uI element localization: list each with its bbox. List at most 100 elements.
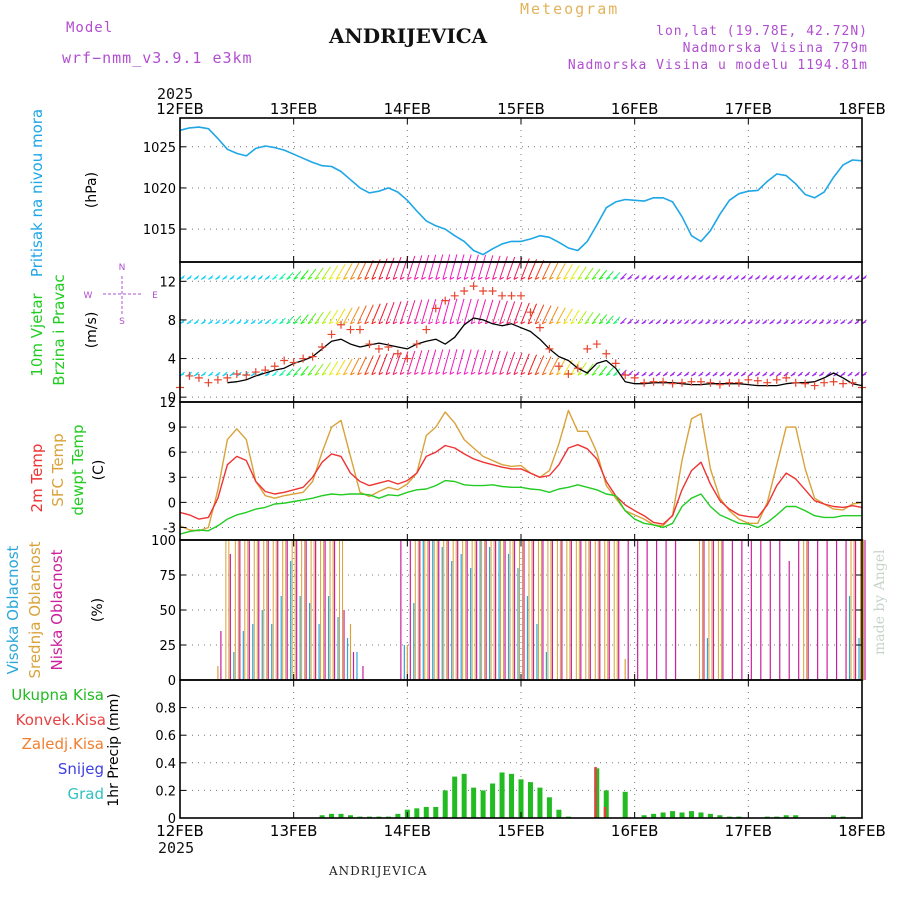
wind-barb-head [854, 373, 860, 377]
wind-barb-head [243, 276, 249, 280]
wind-barb-head [669, 276, 675, 280]
compass-s: S [119, 317, 125, 327]
wind-gust-point [232, 370, 241, 378]
wind-barb [605, 315, 614, 325]
wind-barb [307, 268, 317, 280]
wind-barb-head [478, 321, 483, 325]
wind-barb [342, 263, 353, 280]
wind-barb-head [293, 321, 298, 325]
wind-barb-head [762, 321, 767, 325]
wind-barb [350, 357, 360, 376]
wind-barb-head [222, 373, 227, 377]
wind-barb-head [669, 321, 675, 325]
wind-barb-head [648, 321, 654, 325]
wind-barb-head [364, 321, 369, 325]
wind-barb-head [712, 321, 718, 325]
wind-barb-head [250, 321, 256, 325]
cloud-mid-bar [537, 539, 542, 681]
wind-barb [364, 304, 374, 324]
wind-barb-head [364, 372, 369, 376]
grid-layer [180, 118, 862, 819]
wind-barb [449, 349, 458, 375]
wind-barb-head [627, 276, 632, 280]
precip-total-bar [783, 815, 789, 818]
precip-total-bar [793, 815, 799, 818]
wind-barb-head [542, 276, 547, 280]
wind-barb-head [769, 321, 774, 325]
bottom-xtick-label: 14FEB [384, 822, 431, 840]
wind-barb-head [371, 276, 377, 280]
temp-title-1: 2m Temp [28, 444, 46, 513]
wind-barb [541, 260, 552, 280]
wind-gust-point [251, 368, 260, 377]
wind-barb [435, 254, 444, 280]
sfc-temp-line [179, 409, 863, 532]
precip-total-bar [471, 787, 477, 818]
wind-gust-point [526, 308, 535, 317]
wind-gust-point [450, 291, 459, 300]
cloud-mid-bar [234, 539, 239, 681]
precip-conv-bar [603, 806, 607, 818]
wind-barb [548, 262, 559, 280]
wind-barb [463, 298, 472, 324]
wind-barb-head [613, 321, 618, 325]
cloud-mid-bar [443, 539, 448, 681]
wind-barb-head [265, 373, 270, 377]
temperature-ytick-label: 9 [168, 421, 176, 436]
cloud-mid-bar [566, 539, 571, 681]
wind-barb-head [456, 276, 462, 280]
wind-barb-head [336, 372, 341, 376]
wind-barb-head [385, 372, 391, 376]
wind-barb [413, 299, 423, 324]
cloud-mid-bar [481, 539, 486, 681]
wind-barb-head [407, 321, 412, 325]
cloud-mid-bar [414, 539, 419, 681]
wind-barb-head [741, 321, 746, 325]
wind-barb-head [272, 276, 277, 280]
wind-barb [385, 301, 395, 324]
wind-barb-head [378, 321, 384, 325]
wind-barb-head [826, 321, 831, 325]
wind-barb-head [471, 321, 476, 325]
clouds-ytick-label: 50 [159, 604, 176, 619]
wind-gust-point [318, 342, 327, 351]
wind-barb-head [250, 373, 256, 377]
wind-barb-head [662, 373, 668, 377]
wind-barb [456, 254, 465, 280]
wind-barb-head [286, 373, 291, 377]
wind-barb [449, 254, 458, 280]
wind-barb-head [492, 276, 497, 280]
precip-total-bar [518, 779, 524, 818]
wind-barb [598, 365, 608, 376]
data-layer [103, 126, 867, 818]
wind-barb-head [201, 276, 206, 280]
wind-barb [421, 254, 430, 280]
wind-barb-head [414, 371, 419, 375]
wind-barb [548, 306, 559, 325]
frame-layer [179, 117, 863, 819]
wind-barb-head [705, 373, 710, 377]
wind-barb-head [840, 373, 845, 377]
wind-barb-head [854, 276, 860, 280]
cloud-mid-bar [301, 539, 306, 681]
wind-gust-point [763, 378, 772, 387]
wind-barb-head [840, 276, 845, 280]
wind-barb-head [456, 321, 462, 325]
wind-gust-point [630, 373, 639, 382]
wind-barb-head [513, 276, 519, 280]
precip-total-bar [509, 773, 515, 818]
wind-barb-head [584, 372, 590, 376]
wind-barb-head [812, 373, 817, 377]
wind-barb-head [627, 321, 632, 325]
wind-barb-head [222, 276, 227, 280]
wind-gust-point [337, 320, 346, 329]
wind-barb-head [733, 321, 739, 325]
temperature-ytick-label: 12 [159, 396, 176, 411]
wind-barb-head [598, 276, 604, 280]
wind-gust-point [801, 379, 810, 388]
wind-gust-point [573, 364, 582, 373]
wind-barb-head [456, 371, 462, 375]
wind-barb-head [506, 321, 512, 325]
wind-barb [470, 349, 479, 375]
wind-barb-head [549, 276, 554, 280]
